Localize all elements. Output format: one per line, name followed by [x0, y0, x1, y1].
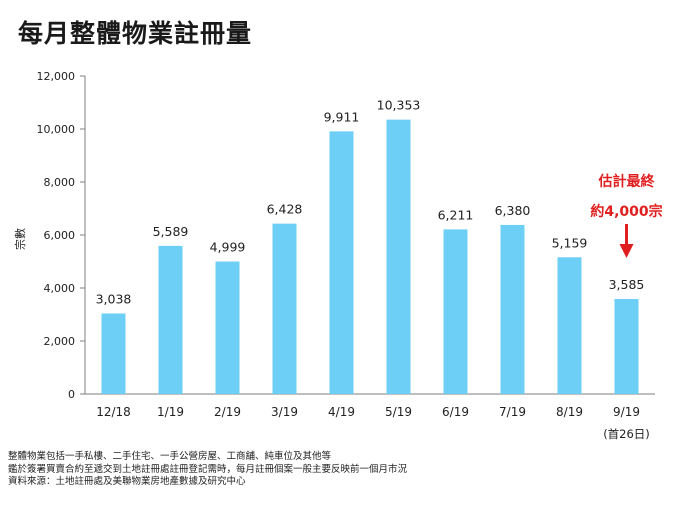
x-tick-label: 4/19: [328, 405, 355, 419]
x-tick-label: 12/18: [96, 405, 131, 419]
footnotes: 整體物業包括一手私樓、二手住宅、一手公營房屋、工商舖、純車位及其他等 鑑於簽署買…: [8, 451, 407, 489]
bar: [158, 245, 183, 394]
bar: [329, 131, 354, 394]
bar-value-label: 6,380: [495, 203, 531, 218]
x-tick-label: 1/19: [157, 405, 184, 419]
bar-value-label: 3,038: [96, 291, 132, 306]
bar: [557, 257, 582, 394]
page-title: 每月整體物業註冊量: [18, 19, 253, 48]
bar-value-label: 6,211: [438, 207, 474, 222]
bar-value-label: 9,911: [324, 109, 360, 124]
footnote-scope: 整體物業包括一手私樓、二手住宅、一手公營房屋、工商舖、純車位及其他等: [8, 451, 332, 462]
bar: [386, 119, 411, 394]
y-tick-label: 10,000: [37, 123, 76, 136]
bar-value-label: 5,589: [153, 224, 189, 239]
bar-value-label: 3,585: [609, 277, 645, 292]
bar-value-label: 4,999: [210, 240, 246, 255]
bar-value-label: 10,353: [377, 98, 421, 113]
y-tick-label: 12,000: [37, 70, 76, 83]
bar: [500, 224, 525, 394]
y-tick-label: 6,000: [44, 229, 76, 242]
annotation-line-2: 約4,000宗: [590, 203, 662, 220]
x-tick-label: 2/19: [214, 405, 241, 419]
bar: [215, 261, 240, 394]
bar: [614, 298, 639, 394]
annotation-line-1: 估計最終: [598, 173, 656, 190]
bar: [101, 313, 126, 394]
y-tick-label: 2,000: [44, 335, 76, 348]
y-tick-label: 0: [68, 388, 75, 401]
bar: [443, 229, 468, 394]
bar-value-label: 6,428: [267, 202, 303, 217]
x-tick-label: 7/19: [499, 405, 526, 419]
bar-chart: 0 2,000 4,000 6,000 8,000 10,000 12,000 宗數 3,038…: [13, 70, 663, 441]
y-tick-label: 8,000: [44, 176, 76, 189]
y-tick-label: 4,000: [44, 282, 76, 295]
y-axis-title: 宗數: [13, 228, 27, 250]
x-tick-label: 3/19: [271, 405, 298, 419]
x-tick-label: 6/19: [442, 405, 469, 419]
x-tick-label: 9/19: [613, 405, 640, 419]
footnote-source: 資料來源：土地註冊處及美聯物業房地產數據及研究中心: [8, 476, 246, 487]
annotation-arrow-icon: [619, 244, 634, 258]
x-tick-sublabel: (首26日): [603, 427, 650, 441]
x-tick-label: 8/19: [556, 405, 583, 419]
x-tick-label: 5/19: [385, 405, 412, 419]
footnote-lag: 鑑於簽署買賣合約至遞交到土地註冊處註冊登記需時，每月註冊個案一般主要反映前一個月…: [8, 463, 408, 475]
bar: [272, 223, 297, 394]
bar-value-label: 5,159: [552, 235, 588, 250]
